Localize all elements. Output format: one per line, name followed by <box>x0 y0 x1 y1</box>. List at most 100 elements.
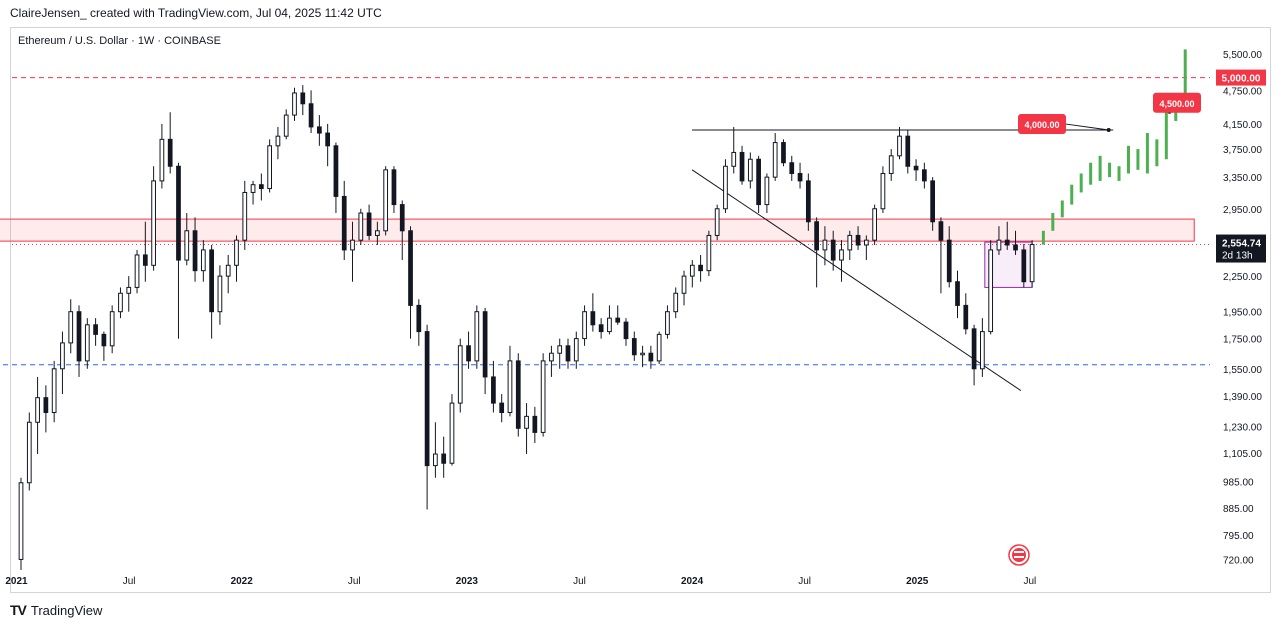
candle-body[interactable] <box>739 151 745 182</box>
candle-body[interactable] <box>101 333 107 347</box>
candle-body[interactable] <box>872 208 878 241</box>
candle-body[interactable] <box>988 249 994 333</box>
candle-body[interactable] <box>300 92 306 105</box>
candle-body[interactable] <box>897 135 902 157</box>
candle-body[interactable] <box>565 345 571 362</box>
candle-body[interactable] <box>375 230 380 236</box>
candle-body[interactable] <box>325 132 331 147</box>
candle-body[interactable] <box>930 180 936 223</box>
candle-body[interactable] <box>913 165 919 171</box>
candle-body[interactable] <box>217 275 223 313</box>
candle-body[interactable] <box>946 239 952 283</box>
footer-branding[interactable]: TV TradingView <box>10 602 102 618</box>
candle-body[interactable] <box>51 368 57 414</box>
candle-body[interactable] <box>648 352 654 362</box>
candle-body[interactable] <box>921 169 927 182</box>
annotation-4000-badge[interactable] <box>1018 114 1066 135</box>
candle-body[interactable] <box>184 230 190 261</box>
candle-body[interactable] <box>582 311 587 340</box>
candle-body[interactable] <box>955 281 960 306</box>
candle-body[interactable] <box>507 360 513 414</box>
candle-body[interactable] <box>598 324 604 333</box>
candle-body[interactable] <box>938 221 944 241</box>
candle-body[interactable] <box>250 184 256 193</box>
candle-body[interactable] <box>275 135 281 147</box>
candle-body[interactable] <box>549 352 554 362</box>
candle-body[interactable] <box>847 234 853 251</box>
candle-body[interactable] <box>159 138 165 182</box>
candle-body[interactable] <box>797 172 803 182</box>
candle-body[interactable] <box>35 397 40 423</box>
candle-body[interactable] <box>176 165 181 261</box>
candle-body[interactable] <box>515 360 521 429</box>
candle-body[interactable] <box>731 151 737 167</box>
candle-body[interactable] <box>714 208 720 236</box>
candle-body[interactable] <box>167 138 173 167</box>
candle-body[interactable] <box>449 402 455 464</box>
candle-body[interactable] <box>789 162 795 174</box>
candle-body[interactable] <box>383 169 389 232</box>
candle-body[interactable] <box>1013 244 1018 251</box>
candle-body[interactable] <box>424 331 430 467</box>
candle-body[interactable] <box>399 204 405 232</box>
candle-body[interactable] <box>781 142 786 164</box>
candle-body[interactable] <box>615 317 621 323</box>
candle-body[interactable] <box>283 114 289 137</box>
candle-body[interactable] <box>607 317 612 333</box>
candle-body[interactable] <box>466 345 471 362</box>
candle-body[interactable] <box>980 331 985 370</box>
annotation-4500-badge[interactable] <box>1153 92 1201 113</box>
candle-body[interactable] <box>109 311 115 347</box>
candle-body[interactable] <box>491 376 496 404</box>
candle-body[interactable] <box>822 239 828 251</box>
candle-body[interactable] <box>747 158 753 182</box>
candle-body[interactable] <box>673 292 679 313</box>
candle-body[interactable] <box>540 360 546 433</box>
candle-body[interactable] <box>308 103 314 128</box>
candle-body[interactable] <box>26 421 32 484</box>
candle-body[interactable] <box>880 172 886 210</box>
candle-body[interactable] <box>225 264 231 277</box>
candle-body[interactable] <box>756 158 761 206</box>
candle-body[interactable] <box>142 254 148 266</box>
candle-body[interactable] <box>706 234 712 272</box>
candle-body[interactable] <box>192 230 198 272</box>
candle-body[interactable] <box>200 249 206 272</box>
candle-body[interactable] <box>1004 239 1010 246</box>
candle-body[interactable] <box>358 212 364 241</box>
candle-body[interactable] <box>863 239 869 246</box>
candle-body[interactable] <box>963 304 969 330</box>
candle-body[interactable] <box>118 292 123 313</box>
candle-body[interactable] <box>18 482 24 560</box>
candle-body[interactable] <box>814 221 819 251</box>
candle-body[interactable] <box>151 180 156 266</box>
candle-body[interactable] <box>316 126 322 134</box>
candle-body[interactable] <box>665 311 670 335</box>
candle-body[interactable] <box>416 304 422 333</box>
candle-body[interactable] <box>84 324 90 362</box>
candle-body[interactable] <box>698 264 703 272</box>
candle-body[interactable] <box>242 191 248 241</box>
candle-body[interactable] <box>839 249 844 261</box>
candle-body[interactable] <box>482 311 488 378</box>
candle-body[interactable] <box>43 397 49 414</box>
candle-body[interactable] <box>532 415 538 433</box>
candle-body[interactable] <box>888 155 894 174</box>
candle-body[interactable] <box>681 275 687 294</box>
candle-body[interactable] <box>573 338 579 362</box>
candle-body[interactable] <box>391 169 397 206</box>
candle-body[interactable] <box>441 453 447 464</box>
candle-body[interactable] <box>764 176 770 206</box>
candle-body[interactable] <box>209 249 214 313</box>
candle-body[interactable] <box>623 321 629 340</box>
candle-body[interactable] <box>656 333 662 362</box>
candle-body[interactable] <box>366 212 372 236</box>
candle-body[interactable] <box>1021 249 1027 283</box>
candle-body[interactable] <box>234 239 239 266</box>
candle-body[interactable] <box>905 135 911 167</box>
candle-body[interactable] <box>292 92 297 116</box>
candle-body[interactable] <box>93 324 98 335</box>
candle-body[interactable] <box>830 239 836 261</box>
candle-body[interactable] <box>258 184 264 190</box>
candle-body[interactable] <box>772 142 778 178</box>
